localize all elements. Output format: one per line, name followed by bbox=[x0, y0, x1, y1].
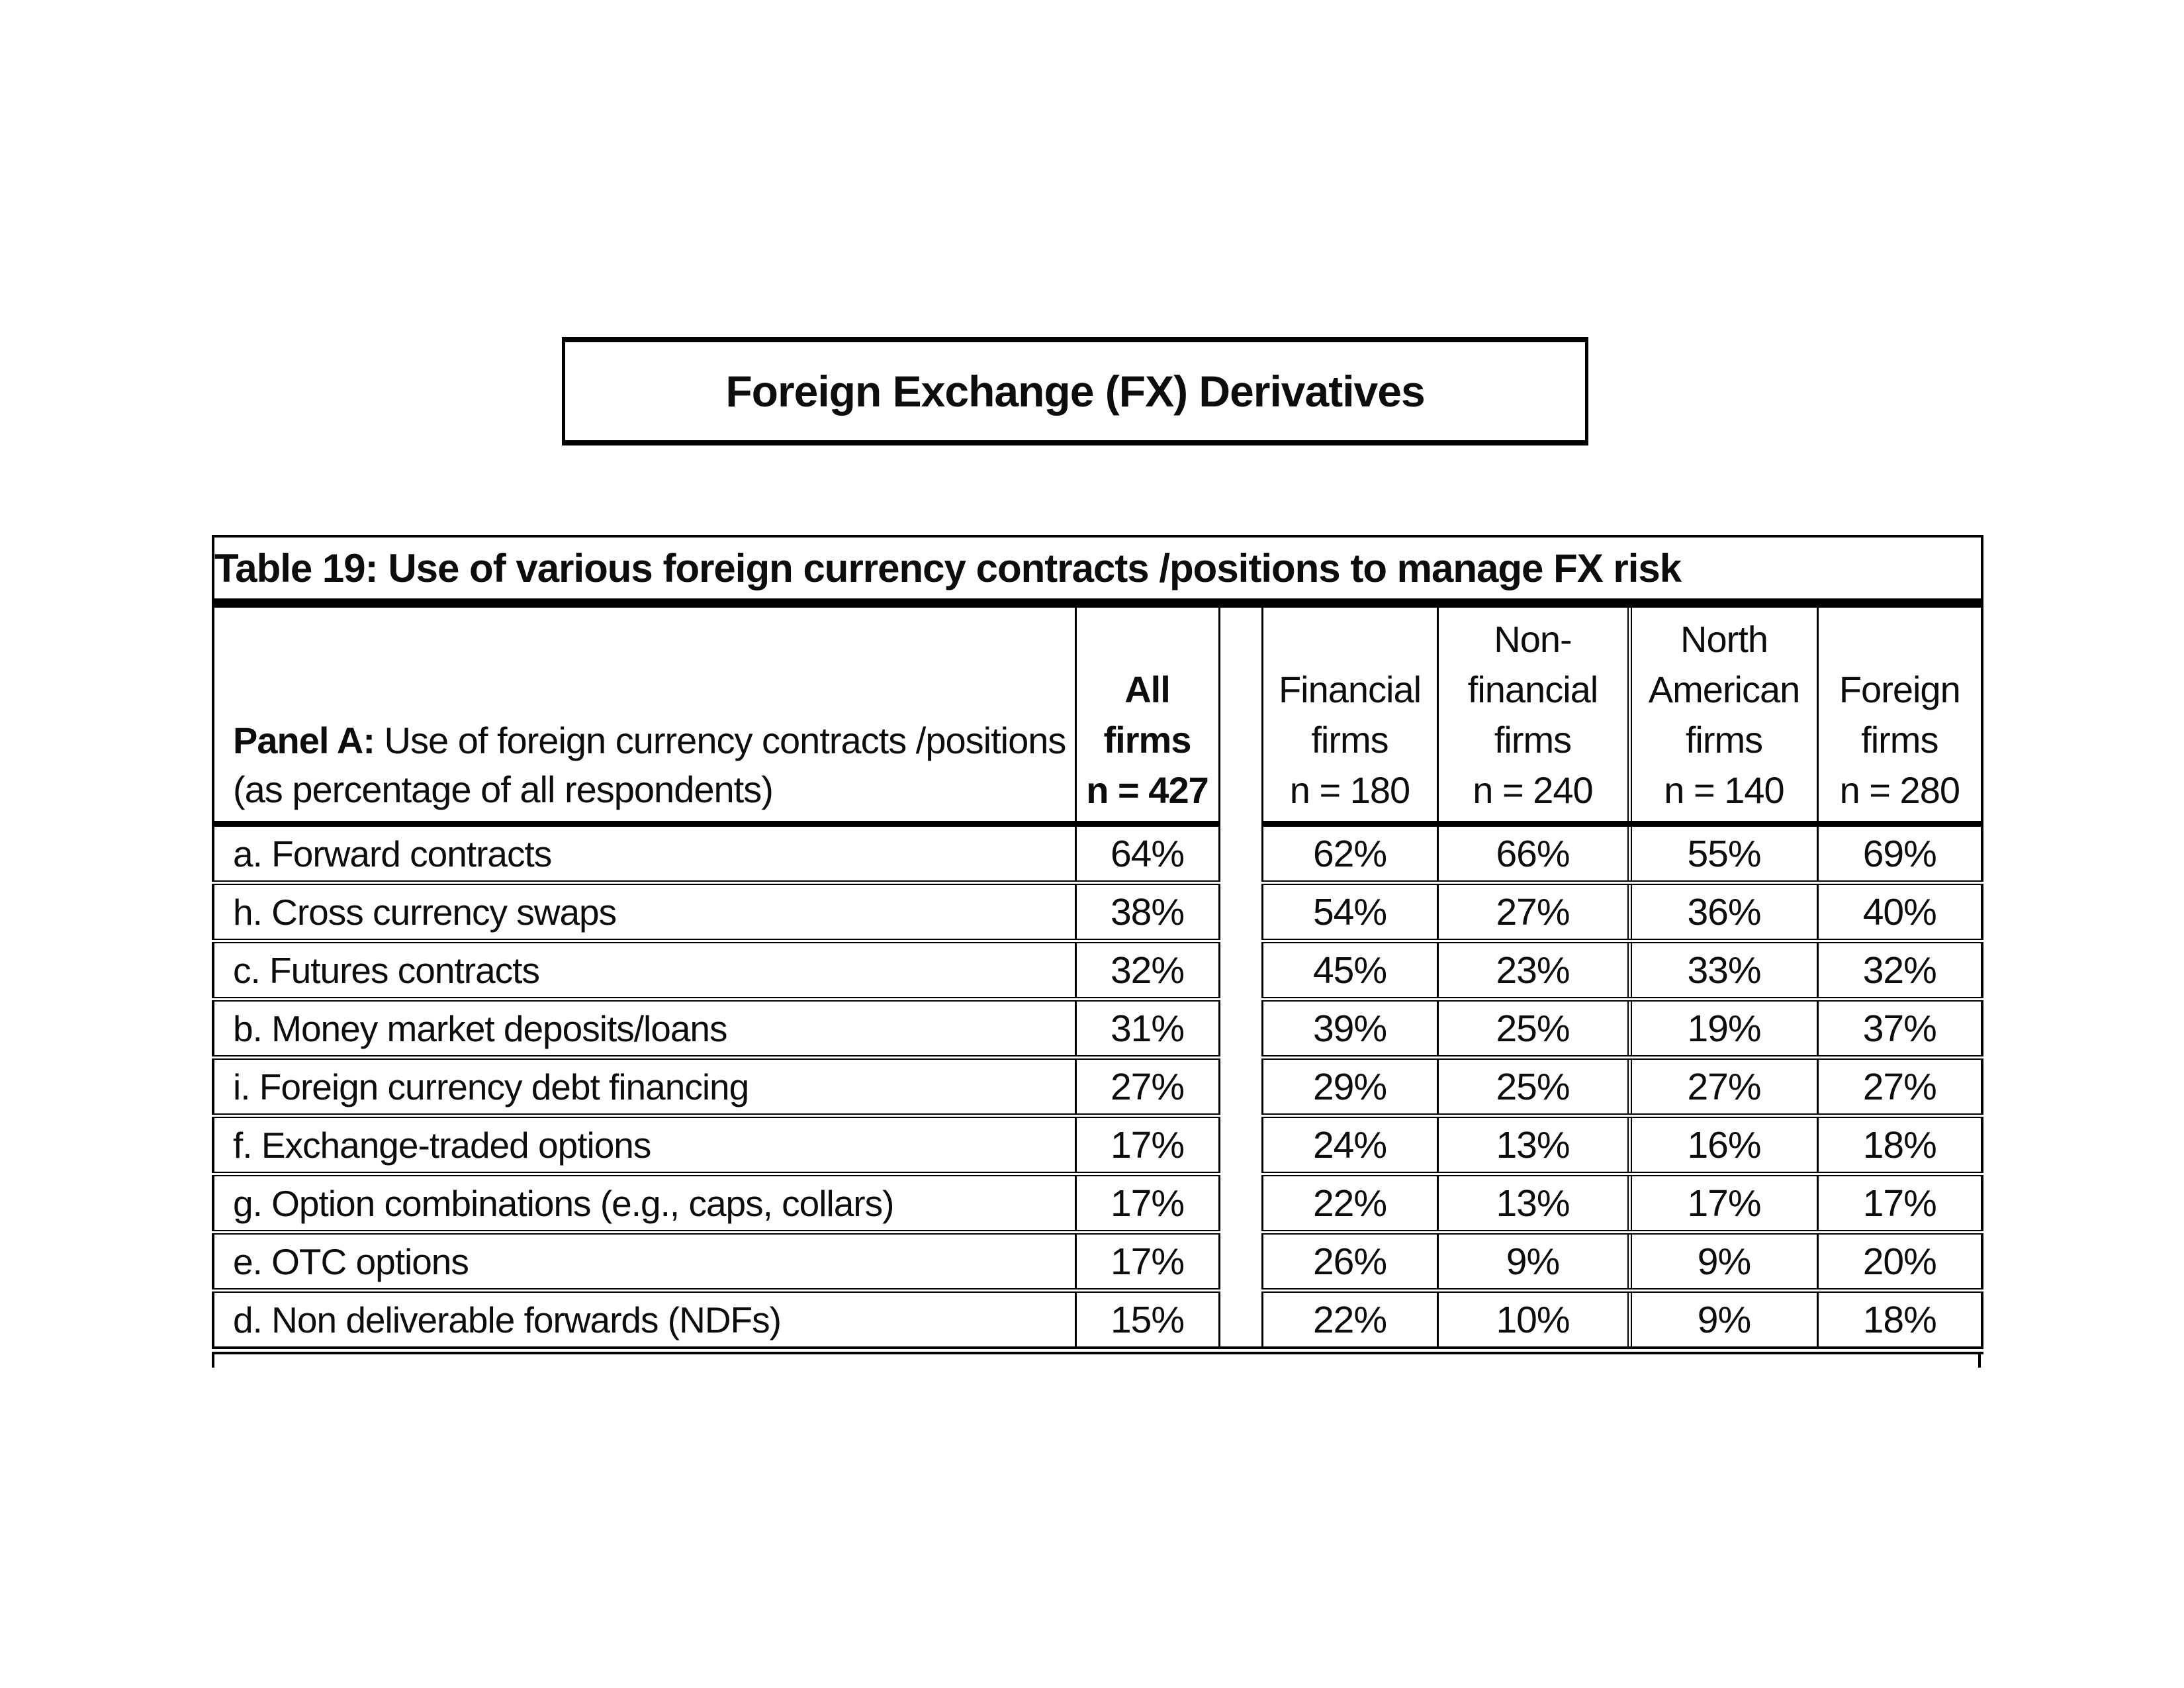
value-nonfinancial: 66% bbox=[1436, 823, 1629, 885]
value-north-american: 27% bbox=[1627, 1057, 1817, 1118]
column-header-financial-firms: Financial firms n = 180 bbox=[1261, 603, 1437, 827]
fx-usage-table: Table 19: Use of various foreign currenc… bbox=[212, 535, 1984, 1354]
column-header-foreign-firms: Foreign firms n = 280 bbox=[1816, 603, 1983, 827]
spacer-column bbox=[1218, 1115, 1262, 1174]
value-financial: 29% bbox=[1261, 1057, 1437, 1118]
value-all-firms: 17% bbox=[1074, 1115, 1219, 1176]
row-label: c. Futures contracts bbox=[213, 941, 1075, 1002]
page-title: Foreign Exchange (FX) Derivatives bbox=[725, 367, 1425, 416]
row-label: h. Cross currency swaps bbox=[213, 882, 1075, 943]
value-all-firms: 17% bbox=[1074, 1174, 1219, 1235]
value-foreign: 37% bbox=[1816, 999, 1983, 1060]
row-label: b. Money market deposits/loans bbox=[213, 999, 1075, 1060]
table-row: a. Forward contracts 64% 62% 66% 55% 69% bbox=[213, 823, 1983, 885]
table-title: Table 19: Use of various foreign currenc… bbox=[213, 536, 1983, 608]
value-nonfinancial: 27% bbox=[1436, 882, 1629, 943]
table-row: h. Cross currency swaps 38% 54% 27% 36% … bbox=[213, 882, 1983, 943]
panel-a-label: Panel A: bbox=[233, 720, 375, 761]
spacer-column bbox=[1218, 1057, 1262, 1116]
value-north-american: 9% bbox=[1627, 1232, 1817, 1293]
value-nonfinancial: 9% bbox=[1436, 1232, 1629, 1293]
title-banner-box: Foreign Exchange (FX) Derivatives bbox=[562, 337, 1588, 445]
row-label: d. Non deliverable forwards (NDFs) bbox=[213, 1290, 1075, 1353]
value-foreign: 18% bbox=[1816, 1115, 1983, 1176]
table-header-row: Panel A: Use of foreign currency contrac… bbox=[213, 603, 1983, 827]
value-financial: 22% bbox=[1261, 1174, 1437, 1235]
spacer-column bbox=[1218, 941, 1262, 1000]
row-label: a. Forward contracts bbox=[213, 823, 1075, 885]
value-north-american: 33% bbox=[1627, 941, 1817, 1002]
value-nonfinancial: 23% bbox=[1436, 941, 1629, 1002]
spacer-column bbox=[1218, 1290, 1262, 1350]
value-north-american: 17% bbox=[1627, 1174, 1817, 1235]
value-foreign: 27% bbox=[1816, 1057, 1983, 1118]
value-foreign: 17% bbox=[1816, 1174, 1983, 1235]
value-foreign: 40% bbox=[1816, 882, 1983, 943]
table-row: e. OTC options 17% 26% 9% 9% 20% bbox=[213, 1232, 1983, 1293]
value-nonfinancial: 10% bbox=[1436, 1290, 1629, 1353]
value-north-american: 36% bbox=[1627, 882, 1817, 943]
table-row: d. Non deliverable forwards (NDFs) 15% 2… bbox=[213, 1290, 1983, 1353]
value-all-firms: 38% bbox=[1074, 882, 1219, 943]
value-financial: 54% bbox=[1261, 882, 1437, 943]
value-nonfinancial: 13% bbox=[1436, 1174, 1629, 1235]
value-financial: 22% bbox=[1261, 1290, 1437, 1353]
value-foreign: 20% bbox=[1816, 1232, 1983, 1293]
value-financial: 24% bbox=[1261, 1115, 1437, 1176]
spacer-column bbox=[1218, 999, 1262, 1058]
value-all-firms: 27% bbox=[1074, 1057, 1219, 1118]
fx-table-container: Table 19: Use of various foreign currenc… bbox=[212, 535, 1984, 1368]
column-header-nonfinancial-firms: Non- financial firms n = 240 bbox=[1436, 603, 1629, 827]
value-financial: 26% bbox=[1261, 1232, 1437, 1293]
row-label: f. Exchange-traded options bbox=[213, 1115, 1075, 1176]
panel-a-header: Panel A: Use of foreign currency contrac… bbox=[213, 603, 1075, 827]
row-label: g. Option combinations (e.g., caps, coll… bbox=[213, 1174, 1075, 1235]
spacer-column bbox=[1218, 1174, 1262, 1233]
value-all-firms: 17% bbox=[1074, 1232, 1219, 1293]
row-label: e. OTC options bbox=[213, 1232, 1075, 1293]
value-financial: 39% bbox=[1261, 999, 1437, 1060]
value-north-american: 19% bbox=[1627, 999, 1817, 1060]
table-title-row: Table 19: Use of various foreign currenc… bbox=[213, 536, 1983, 608]
row-label: i. Foreign currency debt financing bbox=[213, 1057, 1075, 1118]
value-foreign: 32% bbox=[1816, 941, 1983, 1002]
table-row: f. Exchange-traded options 17% 24% 13% 1… bbox=[213, 1115, 1983, 1176]
table-row: g. Option combinations (e.g., caps, coll… bbox=[213, 1174, 1983, 1235]
cropped-next-row-edges bbox=[212, 1354, 1981, 1368]
value-foreign: 69% bbox=[1816, 823, 1983, 885]
value-all-firms: 64% bbox=[1074, 823, 1219, 885]
column-header-all-firms: All firms n = 427 bbox=[1074, 603, 1219, 827]
spacer-column bbox=[1218, 603, 1262, 824]
value-north-american: 55% bbox=[1627, 823, 1817, 885]
panel-a-description: Use of foreign currency contracts /posit… bbox=[374, 720, 1067, 761]
value-nonfinancial: 25% bbox=[1436, 1057, 1629, 1118]
column-header-north-american-firms: North American firms n = 140 bbox=[1627, 603, 1817, 827]
value-foreign: 18% bbox=[1816, 1290, 1983, 1353]
value-all-firms: 32% bbox=[1074, 941, 1219, 1002]
table-row: b. Money market deposits/loans 31% 39% 2… bbox=[213, 999, 1983, 1060]
value-north-american: 16% bbox=[1627, 1115, 1817, 1176]
spacer-column bbox=[1218, 1232, 1262, 1291]
value-financial: 62% bbox=[1261, 823, 1437, 885]
table-row: i. Foreign currency debt financing 27% 2… bbox=[213, 1057, 1983, 1118]
table-row: c. Futures contracts 32% 45% 23% 33% 32% bbox=[213, 941, 1983, 1002]
spacer-column bbox=[1218, 882, 1262, 941]
value-north-american: 9% bbox=[1627, 1290, 1817, 1353]
value-financial: 45% bbox=[1261, 941, 1437, 1002]
value-all-firms: 15% bbox=[1074, 1290, 1219, 1353]
value-nonfinancial: 25% bbox=[1436, 999, 1629, 1060]
panel-a-line1: Panel A: Use of foreign currency contrac… bbox=[233, 716, 1075, 765]
value-nonfinancial: 13% bbox=[1436, 1115, 1629, 1176]
value-all-firms: 31% bbox=[1074, 999, 1219, 1060]
spacer-column bbox=[1218, 823, 1262, 883]
panel-a-line2: (as percentage of all respondents) bbox=[233, 769, 774, 810]
